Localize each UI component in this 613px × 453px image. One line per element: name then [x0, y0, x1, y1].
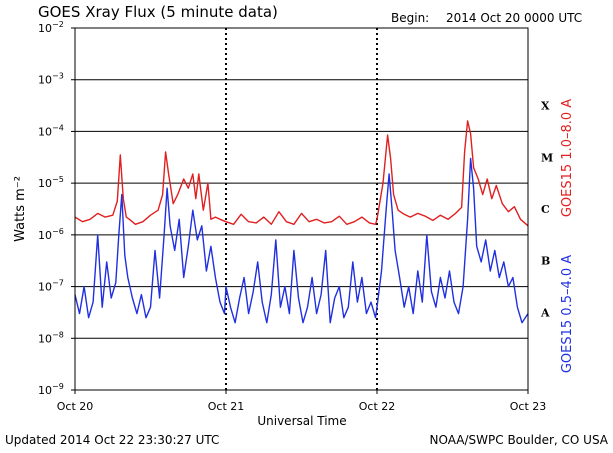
flare-class-label: A: [540, 306, 550, 319]
flare-class-labels: X M C B A: [540, 100, 553, 320]
begin-value: 2014 Oct 20 0000 UTC: [446, 11, 582, 25]
y-tick-label: 10−5: [38, 175, 64, 190]
x-tick-label: Oct 23: [510, 400, 547, 413]
x-tick-label: Oct 21: [208, 400, 245, 413]
series-line-long: [74, 120, 529, 227]
y-tick-label: 10−9: [38, 382, 64, 397]
series-label-long: GOES15 1.0–8.0 A: [560, 99, 575, 217]
x-tick-labels: Oct 20 Oct 21 Oct 22 Oct 23: [57, 390, 547, 413]
series-lines: [74, 120, 529, 324]
x-axis-label: Universal Time: [257, 414, 346, 428]
begin-label: Begin:: [391, 11, 429, 25]
y-tick-label: 10−3: [38, 72, 64, 87]
y-tick-label: 10−7: [38, 279, 64, 294]
updated-text: Updated 2014 Oct 22 23:30:27 UTC: [5, 433, 219, 447]
flare-class-label: C: [541, 203, 550, 216]
y-tick-label: 10−4: [38, 123, 64, 138]
y-tick-label: 10−8: [38, 330, 64, 345]
x-tick-label: Oct 22: [359, 400, 396, 413]
flare-class-label: X: [541, 100, 550, 113]
source-text: NOAA/SWPC Boulder, CO USA: [430, 433, 609, 447]
x-tick-label: Oct 20: [57, 400, 94, 413]
day-dividers: [225, 28, 378, 390]
series-label-short: GOES15 0.5–4.0 A: [560, 255, 575, 373]
flare-class-label: B: [541, 255, 550, 268]
plot-frame: [74, 27, 529, 391]
y-tick-labels: 10−2 10−3 10−4 10−5 10−6 10−7 10−8 10−9: [38, 20, 75, 397]
flare-class-label: M: [541, 151, 553, 164]
y-axis-label: Watts m⁻²: [13, 176, 28, 242]
chart-title: GOES Xray Flux (5 minute data): [38, 3, 278, 21]
y-tick-label: 10−6: [38, 227, 64, 242]
series-line-short: [74, 157, 529, 324]
y-tick-label: 10−2: [38, 20, 64, 35]
grid-lines: [75, 27, 528, 391]
